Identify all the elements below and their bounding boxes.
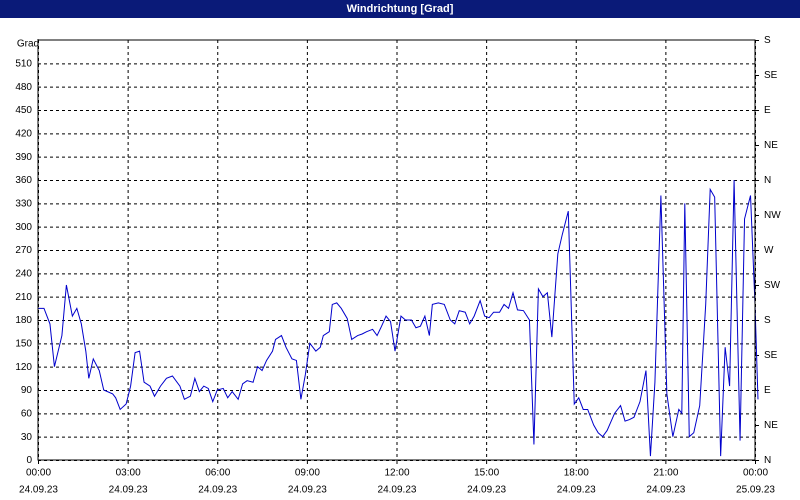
y-tick-label: 210 bbox=[15, 292, 32, 303]
y2-tick-label: E bbox=[764, 105, 771, 116]
y-tick-label: 30 bbox=[21, 432, 33, 443]
x-tick-date: 24.09.23 bbox=[198, 485, 237, 496]
y-tick-label: 510 bbox=[15, 58, 32, 69]
y2-tick-label: SE bbox=[764, 350, 778, 361]
x-tick-label: 00:00 bbox=[26, 468, 51, 479]
y-tick-label: 90 bbox=[21, 385, 33, 396]
x-tick-label: 21:00 bbox=[653, 468, 678, 479]
plot-border bbox=[37, 39, 756, 461]
y-tick-label: 270 bbox=[15, 245, 32, 256]
x-tick-label: 06:00 bbox=[205, 468, 230, 479]
x-tick-date: 24.09.23 bbox=[646, 485, 685, 496]
y-tick-label: 360 bbox=[15, 175, 32, 186]
y-tick-label: 390 bbox=[15, 152, 32, 163]
x-tick-label: 03:00 bbox=[116, 468, 141, 479]
x-tick-label: 18:00 bbox=[564, 468, 589, 479]
x-tick-label: 00:00 bbox=[743, 468, 768, 479]
x-tick-label: 12:00 bbox=[384, 468, 409, 479]
x-tick-date: 24.09.23 bbox=[467, 485, 506, 496]
y-tick-label: 240 bbox=[15, 268, 32, 279]
chart: Grad 0 30 60 90 120 150 180 210 240 270 300 330 360 3… bbox=[15, 35, 781, 496]
y-tick-label: 480 bbox=[15, 82, 32, 93]
title-bar: Windrichtung [Grad] bbox=[0, 0, 800, 18]
data-line bbox=[38, 179, 759, 457]
x-tick-label: 15:00 bbox=[474, 468, 499, 479]
x-tick-date: 24.09.23 bbox=[557, 485, 596, 496]
y2-tick-label: W bbox=[764, 245, 774, 256]
x-tick-date: 25.09.23 bbox=[736, 485, 775, 496]
y-tick-label: 450 bbox=[15, 105, 32, 116]
y2-tick-label: S bbox=[764, 35, 771, 46]
y2-tick-label: S bbox=[764, 315, 771, 326]
y2-tick-label: NW bbox=[764, 210, 781, 221]
x-tick-label: 09:00 bbox=[295, 468, 320, 479]
x-tick-date: 24.09.23 bbox=[109, 485, 148, 496]
y2-tick-label: N bbox=[764, 175, 771, 186]
x-tick-date: 24.09.23 bbox=[378, 485, 417, 496]
y-tick-label: 0 bbox=[26, 455, 32, 466]
y-tick-label: 300 bbox=[15, 222, 32, 233]
y-tick-label: 150 bbox=[15, 338, 32, 349]
y-tick-label: 120 bbox=[15, 362, 32, 373]
y2-tick-label: SE bbox=[764, 70, 778, 81]
y2-tick-label: SW bbox=[764, 280, 781, 291]
y-tick-label: 60 bbox=[21, 408, 33, 419]
y2-tick-label: N bbox=[764, 455, 771, 466]
y2-tick-label: NE bbox=[764, 420, 778, 431]
y2-tick-label: E bbox=[764, 385, 771, 396]
x-tick-date: 24.09.23 bbox=[288, 485, 327, 496]
y-tick-label: 420 bbox=[15, 128, 32, 139]
y-axis-label: Grad bbox=[17, 39, 39, 50]
x-tick-date: 24.09.23 bbox=[19, 485, 58, 496]
y-tick-label: 330 bbox=[15, 198, 32, 209]
y-tick-label: 180 bbox=[15, 315, 32, 326]
y2-tick-label: NE bbox=[764, 140, 778, 151]
